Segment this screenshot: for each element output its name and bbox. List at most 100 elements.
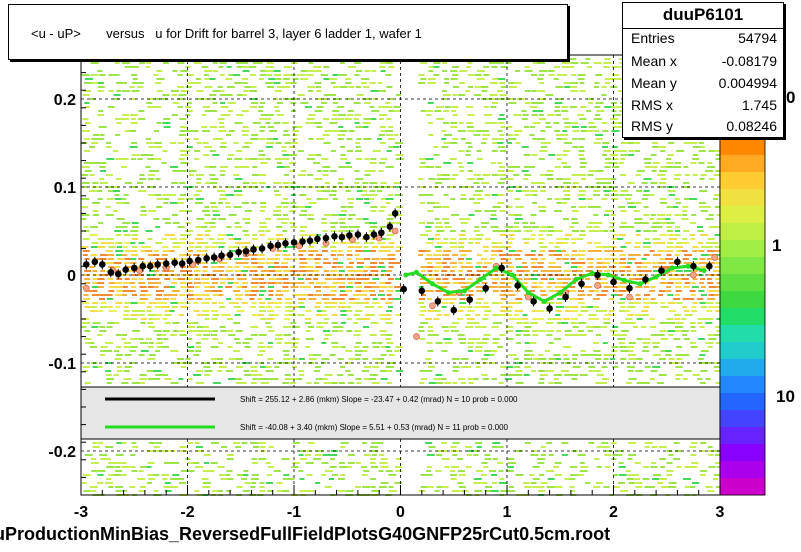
heatmap-cell: [674, 198, 680, 200]
salmon-point: [626, 293, 633, 301]
heatmap-cell: [596, 334, 601, 336]
heatmap-cell: [172, 70, 178, 72]
heatmap-cell: [121, 166, 128, 168]
heatmap-cell: [114, 350, 119, 352]
heatmap-cell: [201, 66, 209, 68]
heatmap-cell: [706, 310, 713, 312]
heatmap-cell: [330, 290, 337, 292]
heatmap-cell: [451, 106, 459, 108]
heatmap-cell: [578, 138, 586, 140]
heatmap-cell: [116, 366, 122, 368]
heatmap-cell: [260, 318, 267, 320]
heatmap-cell: [156, 70, 163, 72]
heatmap-cell: [257, 62, 263, 64]
heatmap-cell: [369, 290, 376, 292]
heatmap-cell: [659, 258, 665, 260]
heatmap-cell: [577, 298, 584, 300]
heatmap-cell: [394, 482, 403, 484]
black-point: [258, 245, 266, 252]
heatmap-cell: [570, 322, 578, 324]
heatmap-cell: [346, 310, 353, 312]
heatmap-cell: [452, 254, 458, 256]
heatmap-cell: [380, 182, 387, 184]
heatmap-cell: [355, 354, 362, 356]
heatmap-cell: [593, 250, 602, 252]
heatmap-cell: [370, 270, 379, 272]
heatmap-cell: [572, 326, 579, 328]
heatmap-cell: [267, 342, 273, 344]
heatmap-cell: [562, 74, 568, 76]
heatmap-cell: [340, 290, 347, 292]
heatmap-cell: [529, 322, 538, 324]
heatmap-cell: [474, 238, 482, 240]
heatmap-cell: [171, 90, 179, 92]
heatmap-cell: [514, 366, 521, 368]
heatmap-cell: [468, 74, 475, 76]
heatmap-cell: [114, 322, 120, 324]
heatmap-cell: [652, 478, 661, 480]
heatmap-cell: [243, 474, 249, 476]
heatmap-cell: [553, 466, 560, 468]
heatmap-cell: [388, 242, 395, 244]
heatmap-cell: [299, 226, 307, 228]
heatmap-cell: [652, 346, 659, 348]
heatmap-cell: [138, 338, 144, 340]
black-point: [210, 254, 218, 261]
heatmap-cell: [379, 290, 385, 292]
heatmap-cell: [385, 202, 391, 204]
heatmap-cell: [268, 78, 276, 80]
black-point: [418, 287, 426, 295]
black-point: [218, 252, 225, 259]
heatmap-cell: [340, 322, 346, 324]
heatmap-cell: [340, 474, 346, 476]
heatmap-cell: [668, 238, 677, 240]
heatmap-cell: [418, 194, 426, 196]
heatmap-cell: [84, 230, 90, 232]
heatmap-cell: [610, 258, 619, 260]
heatmap-cell: [345, 362, 353, 364]
heatmap-cell: [665, 266, 674, 268]
heatmap-cell: [683, 166, 689, 168]
heatmap-cell: [274, 194, 281, 196]
heatmap-cell: [251, 474, 259, 476]
heatmap-cell: [394, 466, 402, 468]
heatmap-cell: [140, 206, 146, 208]
heatmap-cell: [185, 362, 193, 364]
heatmap-cell: [427, 270, 433, 272]
heatmap-cell: [545, 122, 551, 124]
heatmap-cell: [195, 198, 204, 200]
heatmap-cell: [273, 210, 282, 212]
heatmap-cell: [337, 306, 346, 308]
heatmap-cell: [337, 254, 345, 256]
heatmap-cell: [139, 294, 148, 296]
heatmap-cell: [571, 206, 576, 208]
heatmap-cell: [145, 66, 151, 68]
heatmap-cell: [106, 350, 113, 352]
heatmap-cell: [643, 382, 650, 384]
heatmap-cell: [577, 314, 583, 316]
heatmap-cell: [331, 314, 338, 316]
heatmap-cell: [451, 110, 457, 112]
heatmap-cell: [385, 238, 391, 240]
heatmap-cell: [363, 246, 369, 248]
black-point: [267, 242, 274, 250]
heatmap-cell: [235, 330, 243, 332]
heatmap-cell: [146, 142, 153, 144]
heatmap-cell: [427, 466, 432, 468]
heatmap-cell: [228, 154, 234, 156]
heatmap-cell: [316, 450, 324, 452]
heatmap-cell: [395, 94, 401, 96]
heatmap-cell: [147, 278, 155, 280]
heatmap-cell: [465, 150, 471, 152]
heatmap-cell: [627, 354, 636, 356]
heatmap-cell: [146, 102, 153, 104]
heatmap-cell: [556, 154, 562, 156]
heatmap-cell: [537, 62, 546, 64]
heatmap-cell: [700, 174, 707, 176]
heatmap-cell: [434, 110, 442, 112]
heatmap-cell: [180, 234, 189, 236]
heatmap-cell: [185, 222, 191, 224]
heatmap-cell: [530, 370, 536, 372]
heatmap-cell: [451, 358, 460, 360]
